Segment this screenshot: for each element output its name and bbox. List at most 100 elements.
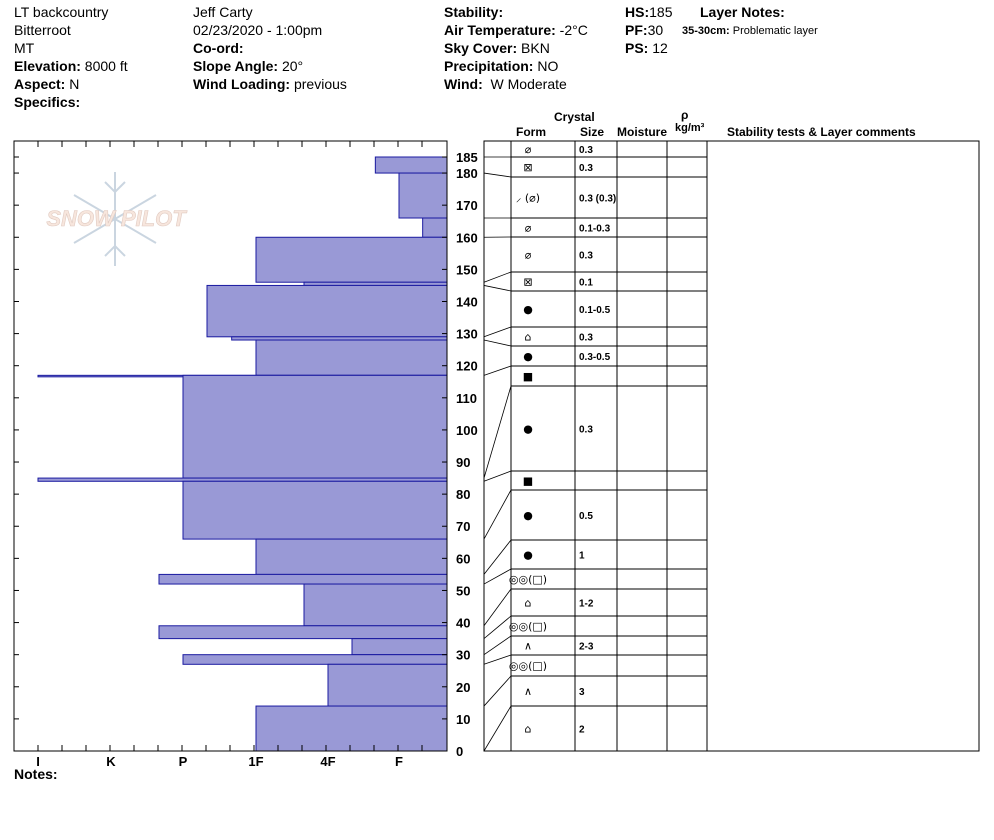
location-name: LT backcountry [14, 4, 109, 20]
precip-label: Precipitation: [444, 58, 534, 74]
precip-value: NO [537, 58, 559, 74]
crystal-form-symbol: ⊠ [523, 161, 532, 174]
crystal-form-symbol: ■ [523, 475, 533, 488]
crystal-size: 0.1 [579, 278, 593, 289]
crystal-form-symbol: ⌀ [525, 143, 532, 156]
hardness-bar [303, 583, 448, 627]
crystal-size: 0.1-0.3 [579, 224, 611, 235]
height-tick-label: 30 [456, 648, 470, 663]
hs-row: HS:185 [625, 4, 672, 21]
sky-value: BKN [521, 40, 550, 56]
layer-connector-line [483, 285, 512, 292]
hardness-axis-label: P [179, 754, 188, 769]
crystal-form-symbol: ◎◎(□) [509, 573, 547, 586]
stability-tests-header: Stability tests & Layer comments [727, 125, 916, 139]
crystal-size: 0.5 [579, 511, 593, 522]
hardness-bar [255, 339, 448, 376]
height-tick-label: 110 [456, 391, 477, 406]
ps-row: PS: 12 [625, 40, 668, 57]
height-tick-label: 130 [456, 327, 478, 342]
pf-value: 30 [647, 22, 664, 38]
crystal-form-symbol: ⊠ [523, 276, 532, 289]
crystal-header: Crystal [554, 110, 595, 124]
specifics-label: Specifics: [14, 94, 81, 110]
density-unit-header: kg/m³ [675, 122, 705, 134]
crystal-size: 0.3 [579, 333, 593, 344]
crystal-form-symbol: ● [523, 509, 533, 522]
layer-connector-line [483, 568, 512, 585]
height-tick-label: 20 [456, 680, 470, 695]
observation-datetime: 02/23/2020 - 1:00pm [193, 22, 323, 38]
layer-note-range: 35-30cm: [682, 25, 730, 37]
hardness-axis-label: I [36, 754, 40, 769]
aspect-value: N [69, 76, 80, 92]
crystal-form-symbol: ⸝ (⌀) [516, 192, 540, 205]
coord-label: Co-ord: [193, 40, 244, 56]
height-tick-label: 100 [456, 423, 478, 438]
crystal-size: 2-3 [579, 642, 594, 653]
air-temp-label: Air Temperature: [444, 22, 556, 38]
crystal-form-symbol: ● [523, 423, 533, 436]
snowflake-icon [73, 172, 157, 266]
elevation-row: Elevation: 8000 ft [14, 58, 128, 75]
hardness-bar [422, 217, 448, 238]
crystal-size: 0.1-0.5 [579, 305, 611, 316]
height-tick-label: 150 [456, 262, 478, 277]
crystal-form-symbol: ∧ [524, 640, 532, 653]
hardness-bar [327, 663, 448, 707]
crystal-form-symbol: ⌀ [525, 249, 532, 262]
slope-row: Slope Angle: 20° [193, 58, 303, 75]
height-tick-label: 80 [456, 487, 470, 502]
layer-note: 35-30cm: Problematic layer [682, 23, 818, 40]
hardness-bar [255, 538, 448, 575]
wind-value: W Moderate [490, 76, 567, 92]
crystal-size: 0.3-0.5 [579, 352, 611, 363]
crystal-size: 1-2 [579, 599, 594, 610]
hs-value: 185 [649, 4, 673, 20]
wind-loading-label: Wind Loading: [193, 76, 291, 92]
size-header: Size [580, 125, 605, 139]
layer-connector-line [483, 271, 512, 283]
wind-row: Wind: W Moderate [444, 76, 567, 93]
height-tick-label: 185 [456, 150, 478, 165]
height-tick-label: 40 [456, 616, 470, 631]
aspect-label: Aspect: [14, 76, 66, 92]
moisture-header: Moisture [617, 125, 668, 139]
height-tick-label: 60 [456, 551, 470, 566]
wind-loading-row: Wind Loading: previous [193, 76, 347, 93]
sky-label: Sky Cover: [444, 40, 518, 56]
layer-connector-line [483, 705, 512, 752]
crystal-size: 3 [579, 687, 585, 698]
hardness-axis-label: K [106, 754, 116, 769]
hardness-axis-label: F [395, 754, 403, 769]
elevation-label: Elevation: [14, 58, 81, 74]
crystal-form-symbol: ● [523, 549, 533, 562]
crystal-form-symbol: ■ [523, 370, 533, 383]
height-tick-label: 170 [456, 198, 478, 213]
wind-loading-value: previous [293, 76, 347, 92]
state-name: MT [14, 40, 35, 56]
sky-row: Sky Cover: BKN [444, 40, 550, 57]
height-tick-label: 140 [456, 294, 478, 309]
layer-connector-line [483, 489, 512, 540]
precip-row: Precipitation: NO [444, 58, 558, 75]
ps-value: 12 [652, 40, 668, 56]
snowpilot-logo-text: SNOW PILOT [46, 206, 187, 231]
slope-label: Slope Angle: [193, 58, 279, 74]
hardness-bar [158, 625, 448, 640]
hardness-bar [182, 480, 448, 540]
hardness-axis-label: 4F [320, 754, 335, 769]
hardness-bar [206, 284, 448, 338]
crystal-form-symbol: ∧ [524, 685, 532, 698]
layer-connector-line [483, 172, 512, 178]
air-temp-value: -2°C [559, 22, 588, 38]
layer-connector-line [483, 470, 512, 482]
pf-label: PF: [625, 22, 648, 38]
wind-label: Wind: [444, 76, 483, 92]
crystal-form-symbol: ⌂ [525, 723, 532, 736]
hardness-bar [351, 638, 448, 656]
crystal-form-symbol: ⌂ [525, 331, 532, 344]
crystal-size: 2 [579, 725, 585, 736]
hardness-bar [398, 172, 448, 219]
